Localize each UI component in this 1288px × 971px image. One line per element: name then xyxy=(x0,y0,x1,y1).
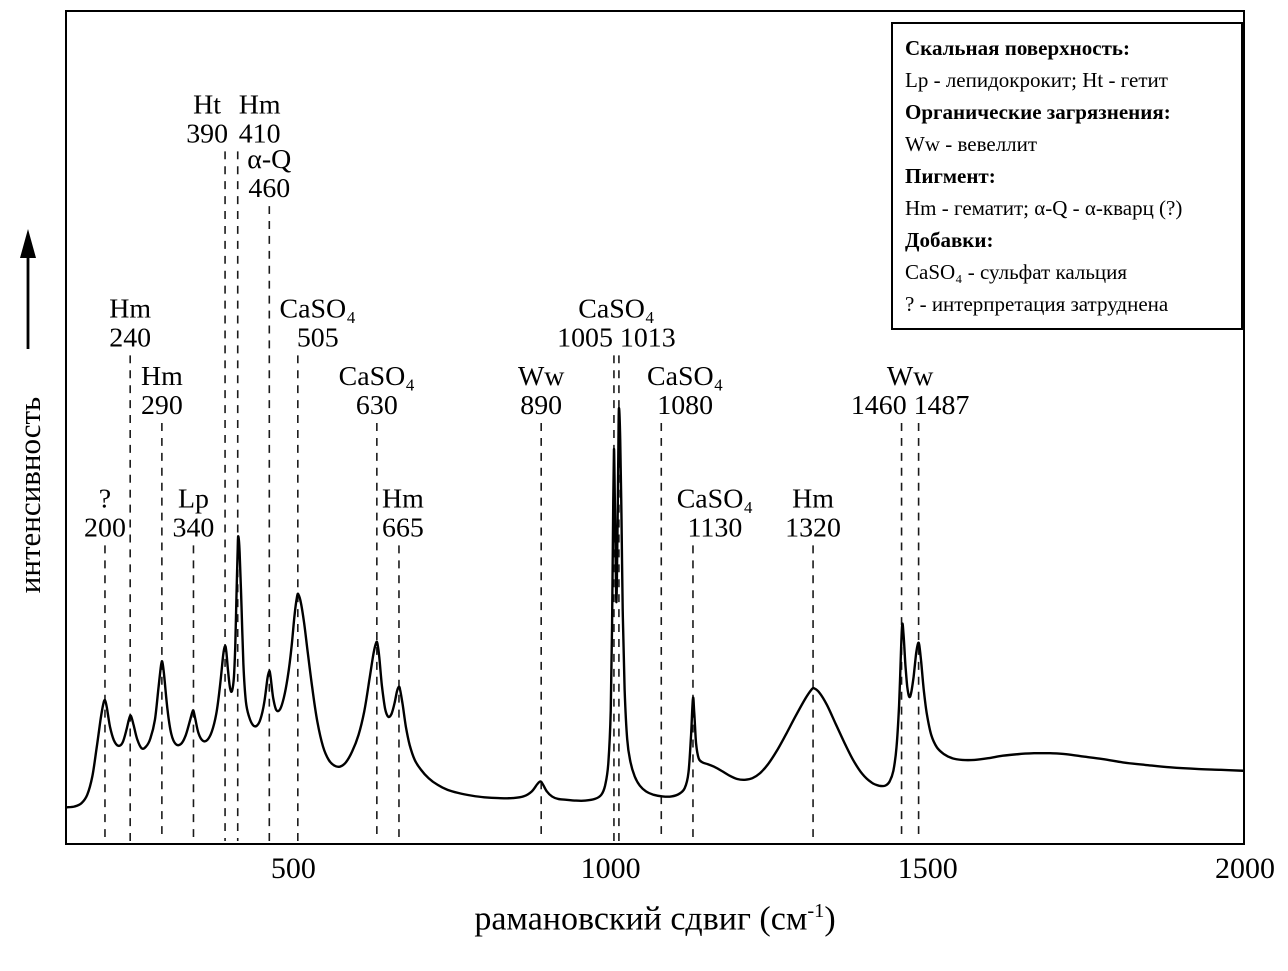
x-axis-title: рамановский сдвиг (см-1) xyxy=(474,900,835,938)
peak-wavenumber: 240 xyxy=(109,322,151,353)
peak-wavenumber: 505 xyxy=(297,322,339,353)
peak-label: ? xyxy=(99,484,111,515)
peak-wavenumber: 410 xyxy=(239,118,281,149)
peak-wavenumber: 665 xyxy=(382,512,424,543)
peak-wavenumber: 1460 1487 xyxy=(851,390,970,421)
peak-label: Lp xyxy=(178,484,209,515)
peak-label: Hm xyxy=(109,294,151,325)
spectrum-curve xyxy=(67,407,1243,809)
peak-label: CaSO₄ xyxy=(339,361,415,392)
peak-label: CaSO₄ xyxy=(578,294,654,325)
x-tick-label: 2000 xyxy=(1215,852,1275,885)
peak-label: CaSO₄ xyxy=(280,294,356,325)
x-tick-label: 1000 xyxy=(580,852,641,885)
peak-wavenumber: 1320 xyxy=(785,512,841,543)
legend-entry: Lp - лепидокрокит; Ht - гетит xyxy=(905,68,1168,92)
peak-label: Ww xyxy=(518,361,565,392)
peak-label: Hm xyxy=(239,90,281,121)
peak-label: Ww xyxy=(887,361,934,392)
peak-label: Hm xyxy=(141,361,183,392)
peak-wavenumber: 1080 xyxy=(657,390,713,421)
legend-heading: Органические загрязнения: xyxy=(905,100,1171,124)
legend: Скальная поверхность: Lp - лепидокрокит; … xyxy=(891,22,1243,330)
legend-heading: Пигмент: xyxy=(905,164,996,188)
y-axis-arrow-icon xyxy=(20,229,36,349)
peak-label: CaSO₄ xyxy=(677,484,753,515)
x-tick-label: 1500 xyxy=(897,852,958,885)
legend-entry: ? - интерпретация затруднена xyxy=(905,292,1169,316)
x-axis-title-close: ) xyxy=(824,900,836,938)
x-axis-title-text: рамановский сдвиг (см xyxy=(474,900,808,938)
legend-entry: CaSO₄ - сульфат кальция xyxy=(905,260,1128,284)
legend-heading: Скальная поверхность: xyxy=(905,36,1130,60)
peak-wavenumber: 290 xyxy=(141,390,183,421)
legend-heading: Добавки: xyxy=(905,228,994,252)
legend-entry: Hm - гематит; α-Q - α-кварц (?) xyxy=(905,196,1183,220)
peak-wavenumber: 200 xyxy=(84,512,126,543)
peak-label: Hm xyxy=(382,484,424,515)
x-tick-label: 500 xyxy=(270,852,316,885)
peak-wavenumber: 1130 xyxy=(688,512,743,543)
peak-wavenumber: 340 xyxy=(173,512,215,543)
peak-wavenumber: 390 xyxy=(186,118,228,149)
peak-label: Ht xyxy=(193,90,221,121)
y-axis-title: интенсивность xyxy=(12,396,47,594)
peak-label: α-Q xyxy=(247,144,291,175)
peak-wavenumber: 460 xyxy=(248,173,290,204)
peak-wavenumber: 1005 1013 xyxy=(557,322,676,353)
peak-wavenumber: 890 xyxy=(520,390,562,421)
peak-wavenumber: 630 xyxy=(356,390,398,421)
peak-label: CaSO₄ xyxy=(647,361,723,392)
plot-area: Ht 390 Hm 410 α-Q 460 Hm 240 CaSO₄ 505 CaSO₄ 1005 1… xyxy=(65,10,1245,845)
peak-label: Hm xyxy=(792,484,834,515)
x-axis-title-superscript: -1 xyxy=(807,900,825,922)
legend-entry: Ww - вевеллит xyxy=(905,132,1038,156)
